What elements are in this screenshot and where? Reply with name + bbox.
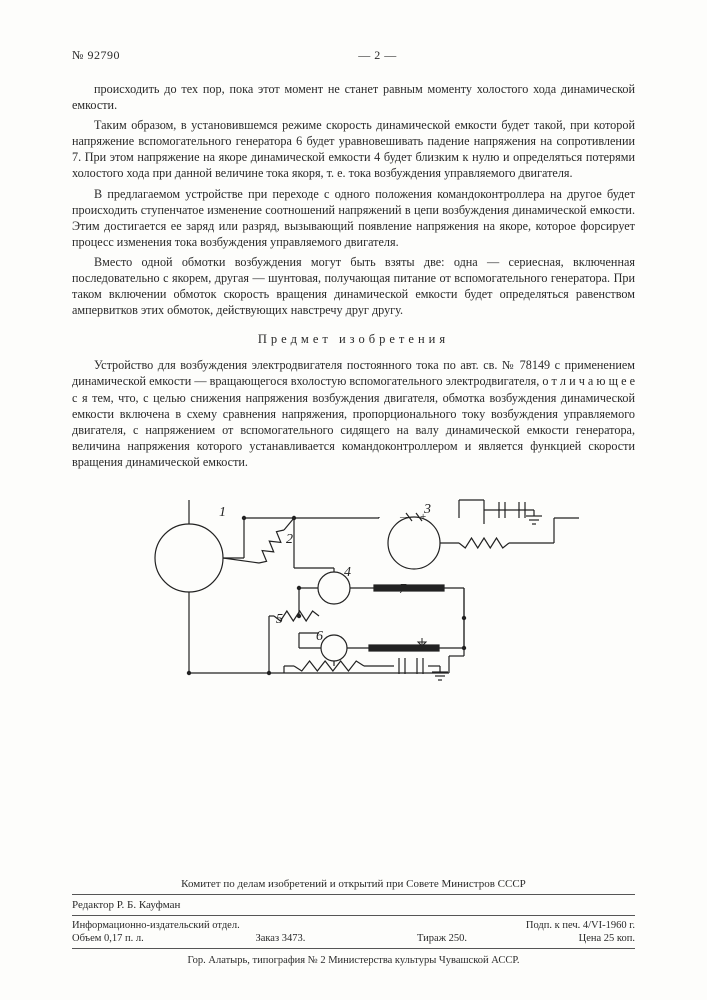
- footer-row-2: Объем 0,17 п. л. Заказ 3473. Тираж 250. …: [72, 933, 635, 944]
- footer-rule-2: [72, 915, 635, 916]
- editor-line: Редактор Р. Б. Кауфман: [72, 899, 635, 911]
- svg-text:2: 2: [286, 532, 293, 547]
- paragraph-2: Таким образом, в установившемся режиме с…: [72, 117, 635, 181]
- doc-number: № 92790: [72, 48, 120, 63]
- page: № 92790 — 2 — происходить до тех пор, по…: [0, 0, 707, 1000]
- footer: Комитет по делам изобретений и открытий …: [72, 878, 635, 966]
- footer-row1-right: Подп. к печ. 4/VI-1960 г.: [526, 920, 635, 931]
- footer-row1-left: Информационно-издательский отдел.: [72, 920, 240, 931]
- svg-text:4: 4: [344, 565, 351, 580]
- svg-text:5: 5: [276, 612, 283, 627]
- page-number: — 2 —: [72, 48, 635, 63]
- footer-rule-3: [72, 948, 635, 949]
- svg-text:1: 1: [219, 505, 226, 520]
- paragraph-1: происходить до тех пор, пока этот момент…: [72, 81, 635, 113]
- footer-rule-1: [72, 894, 635, 895]
- footer-row2-c: Тираж 250.: [417, 933, 467, 944]
- committee-line: Комитет по делам изобретений и открытий …: [72, 878, 635, 890]
- svg-text:+: +: [420, 511, 426, 523]
- svg-text:7: 7: [399, 582, 407, 597]
- circuit-figure: 13—+46275: [124, 488, 584, 693]
- svg-text:—: —: [399, 511, 412, 523]
- paragraph-4: Вместо одной обмотки возбуждения могут б…: [72, 254, 635, 318]
- claim-title: Предмет изобретения: [72, 332, 635, 347]
- paragraph-3: В предлагаемом устройстве при переходе с…: [72, 186, 635, 250]
- footer-row2-a: Объем 0,17 п. л.: [72, 933, 144, 944]
- claim-text: Устройство для возбуждения электродвигат…: [72, 357, 635, 470]
- footer-row2-d: Цена 25 коп.: [579, 933, 635, 944]
- footer-row-1: Информационно-издательский отдел. Подп. …: [72, 920, 635, 931]
- footer-row2-b: Заказ 3473.: [255, 933, 305, 944]
- printer-line: Гор. Алатырь, типография № 2 Министерств…: [72, 955, 635, 966]
- page-header: № 92790 — 2 —: [72, 48, 635, 63]
- svg-text:6: 6: [316, 629, 323, 644]
